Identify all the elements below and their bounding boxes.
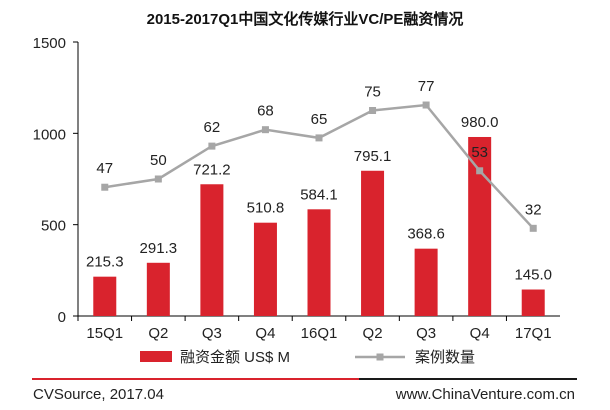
bar-value-label: 368.6	[407, 226, 445, 243]
bar	[414, 248, 438, 316]
bar	[200, 184, 224, 316]
bar-value-label: 795.1	[354, 148, 392, 165]
x-tick-label: Q4	[470, 325, 490, 342]
data-labels: 215.3 291.3 721.2 510.8 584.1 795.1 368.6 980.0…	[86, 78, 552, 283]
line-value-label: 47	[96, 160, 113, 177]
line-marker	[422, 101, 430, 109]
bar-series	[93, 136, 545, 316]
line-marker	[529, 224, 537, 232]
y-tick-label: 500	[41, 218, 66, 235]
line-value-label: 50	[150, 152, 167, 169]
bar-value-label: 510.8	[247, 200, 285, 217]
line-value-label: 65	[311, 111, 328, 128]
legend: 融资金额 US$ M 案例数量	[140, 348, 475, 366]
x-tick-label: 17Q1	[515, 325, 552, 342]
line-marker	[101, 183, 109, 191]
bar	[361, 170, 385, 316]
x-tick-label: Q2	[363, 325, 383, 342]
x-tick-label: Q4	[255, 325, 275, 342]
x-tick-label: Q2	[148, 325, 168, 342]
line-value-label: 68	[257, 103, 274, 120]
bar	[93, 276, 117, 316]
legend-label-line: 案例数量	[415, 348, 475, 366]
bar-value-label: 215.3	[86, 254, 124, 271]
line-series	[101, 101, 537, 232]
chart: 2015-2017Q1中国文化传媒行业VC/PE融资情况 0 500 1000 150…	[33, 10, 560, 366]
x-tick-label: 16Q1	[301, 325, 338, 342]
line-marker	[154, 175, 162, 183]
bar-value-label: 980.0	[461, 114, 499, 131]
bar-value-label: 291.3	[140, 240, 178, 257]
footer: CVSource, 2017.04 www.ChinaVenture.com.c…	[0, 378, 610, 410]
line-value-label: 53	[471, 144, 488, 161]
line-value-label: 32	[525, 201, 542, 218]
x-tick-label: 15Q1	[86, 325, 123, 342]
legend-label-bar: 融资金额 US$ M	[180, 349, 290, 366]
line-marker	[315, 134, 323, 142]
x-tick-label: Q3	[202, 325, 222, 342]
bar	[253, 222, 277, 316]
line-value-label: 62	[204, 119, 221, 136]
legend-swatch-marker	[376, 353, 384, 361]
line-marker	[476, 167, 484, 175]
line-marker	[208, 142, 216, 150]
line-marker	[261, 126, 269, 134]
bar	[146, 262, 170, 316]
bar-value-label: 584.1	[300, 186, 338, 203]
bar	[468, 136, 492, 316]
source-text: CVSource, 2017.04	[33, 386, 164, 403]
axes: 0 500 1000 1500 15Q1 Q2 Q3 Q4 16Q1 Q2 Q3 Q4 17Q1	[33, 35, 560, 342]
bar	[307, 209, 331, 316]
line-marker	[369, 107, 377, 114]
bar-value-label: 721.2	[193, 161, 231, 178]
bar-value-label: 145.0	[514, 267, 552, 284]
bar	[521, 289, 545, 316]
legend-swatch-bar	[140, 351, 172, 362]
y-tick-label: 1500	[33, 35, 66, 52]
footer-divider	[32, 378, 577, 380]
chart-title: 2015-2017Q1中国文化传媒行业VC/PE融资情况	[147, 10, 464, 28]
x-tick-label: Q3	[416, 325, 436, 342]
website-text: www.ChinaVenture.com.cn	[395, 386, 575, 403]
line-value-label: 77	[418, 78, 435, 95]
y-tick-label: 0	[58, 309, 66, 326]
line-value-label: 75	[364, 84, 381, 101]
y-tick-label: 1000	[33, 126, 66, 143]
